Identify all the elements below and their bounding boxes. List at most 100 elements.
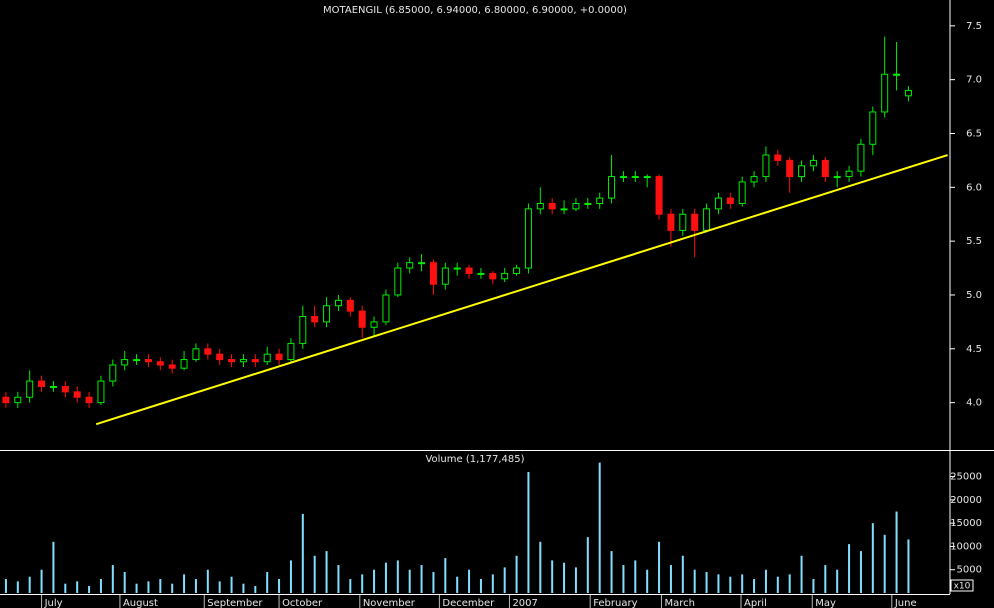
candle-body xyxy=(560,208,568,211)
volume-bar xyxy=(741,574,744,593)
volume-bar xyxy=(610,551,613,593)
candle-body xyxy=(73,391,81,398)
candle-body xyxy=(667,213,675,231)
volume-bar xyxy=(598,462,601,593)
volume-bar xyxy=(527,471,530,593)
candle-body xyxy=(904,89,912,97)
volume-bar xyxy=(194,579,197,593)
candle-body xyxy=(441,267,449,285)
candle-body xyxy=(572,202,580,210)
candle-body xyxy=(798,165,806,178)
volume-bar xyxy=(551,560,554,593)
y-tick-label: 5.0 xyxy=(966,290,982,301)
volume-bar xyxy=(705,572,708,593)
volume-bar xyxy=(634,560,637,593)
volume-bar xyxy=(254,586,257,593)
candle-body xyxy=(619,176,627,179)
candle-body xyxy=(845,170,853,178)
volume-bar xyxy=(408,569,411,593)
candle-body xyxy=(631,176,639,179)
x-tick-label: December xyxy=(442,598,495,608)
y-tick-label: 7.5 xyxy=(966,21,982,32)
volume-bar xyxy=(171,583,174,593)
volume-bar xyxy=(646,569,649,593)
candle-body xyxy=(821,159,829,178)
volume-bar xyxy=(574,567,577,593)
volume-bar xyxy=(183,574,186,593)
chart-title: MOTAENGIL (6.85000, 6.94000, 6.80000, 6.… xyxy=(323,5,627,16)
volume-bar xyxy=(159,579,162,593)
candle-body xyxy=(774,154,782,161)
candle-body xyxy=(394,267,402,296)
x-tick-label: June xyxy=(894,598,917,608)
volume-bar xyxy=(88,586,91,593)
x-tick-label: October xyxy=(282,598,323,608)
volume-bar xyxy=(824,565,827,593)
volume-bar xyxy=(669,565,672,593)
volume-bar xyxy=(812,579,815,593)
volume-bar xyxy=(278,579,281,593)
candle-body xyxy=(97,380,105,404)
volume-bar xyxy=(491,574,494,593)
candle-body xyxy=(786,159,794,178)
volume-bar xyxy=(563,562,566,593)
volume-bar xyxy=(230,576,233,593)
candle-body xyxy=(548,202,556,210)
volume-bar xyxy=(289,560,292,593)
candle-body xyxy=(655,176,663,215)
candle-body xyxy=(536,202,544,210)
volume-bar xyxy=(788,574,791,593)
candle-body xyxy=(109,364,117,382)
volume-bar xyxy=(859,551,862,593)
candle-body xyxy=(311,316,319,323)
candle-body xyxy=(501,272,509,280)
y-tick-label: 5000 xyxy=(957,565,982,576)
candle-body xyxy=(608,176,616,199)
volume-bar xyxy=(123,572,126,593)
candle-body xyxy=(156,361,164,366)
volume-bar xyxy=(895,511,898,593)
y-tick-label: 15000 xyxy=(950,518,982,529)
candle-body xyxy=(49,385,57,388)
volume-bar xyxy=(361,574,364,593)
volume-bar xyxy=(693,569,696,593)
volume-bar xyxy=(800,555,803,593)
volume-bar xyxy=(4,579,7,593)
y-tick-label: 6.0 xyxy=(966,182,982,193)
candle-body xyxy=(714,197,722,210)
candle-body xyxy=(429,262,437,285)
candle-body xyxy=(726,197,734,204)
unit-box xyxy=(950,579,974,592)
volume-bar xyxy=(776,576,779,593)
candle-body xyxy=(809,159,817,167)
candle-body xyxy=(869,111,877,145)
volume-bar xyxy=(242,583,245,593)
candle-body xyxy=(239,359,247,363)
candle-body xyxy=(2,396,10,404)
volume-bar xyxy=(206,569,209,593)
volume-bar xyxy=(848,544,851,593)
volume-bar xyxy=(539,541,542,593)
volume-title: Volume (1,177,485) xyxy=(425,454,524,465)
candle-body xyxy=(893,73,901,76)
candle-body xyxy=(228,359,236,363)
candle-body xyxy=(465,267,473,274)
candle-body xyxy=(251,359,259,363)
candle-body xyxy=(370,321,378,328)
volume-bar xyxy=(468,569,471,593)
candle-body xyxy=(477,272,485,275)
volume-bar xyxy=(503,567,506,593)
trendline xyxy=(95,154,948,426)
volume-bar xyxy=(373,569,376,593)
x-tick-label: August xyxy=(123,598,158,608)
volume-bar xyxy=(64,583,67,593)
candle-body xyxy=(489,272,497,280)
candle-body xyxy=(323,305,331,323)
candle-body xyxy=(679,213,687,231)
candle-body xyxy=(513,267,521,274)
volume-bar xyxy=(16,581,19,593)
x-tick-label: February xyxy=(593,598,637,608)
candle-body xyxy=(263,353,271,363)
x-tick-label: September xyxy=(207,598,263,608)
